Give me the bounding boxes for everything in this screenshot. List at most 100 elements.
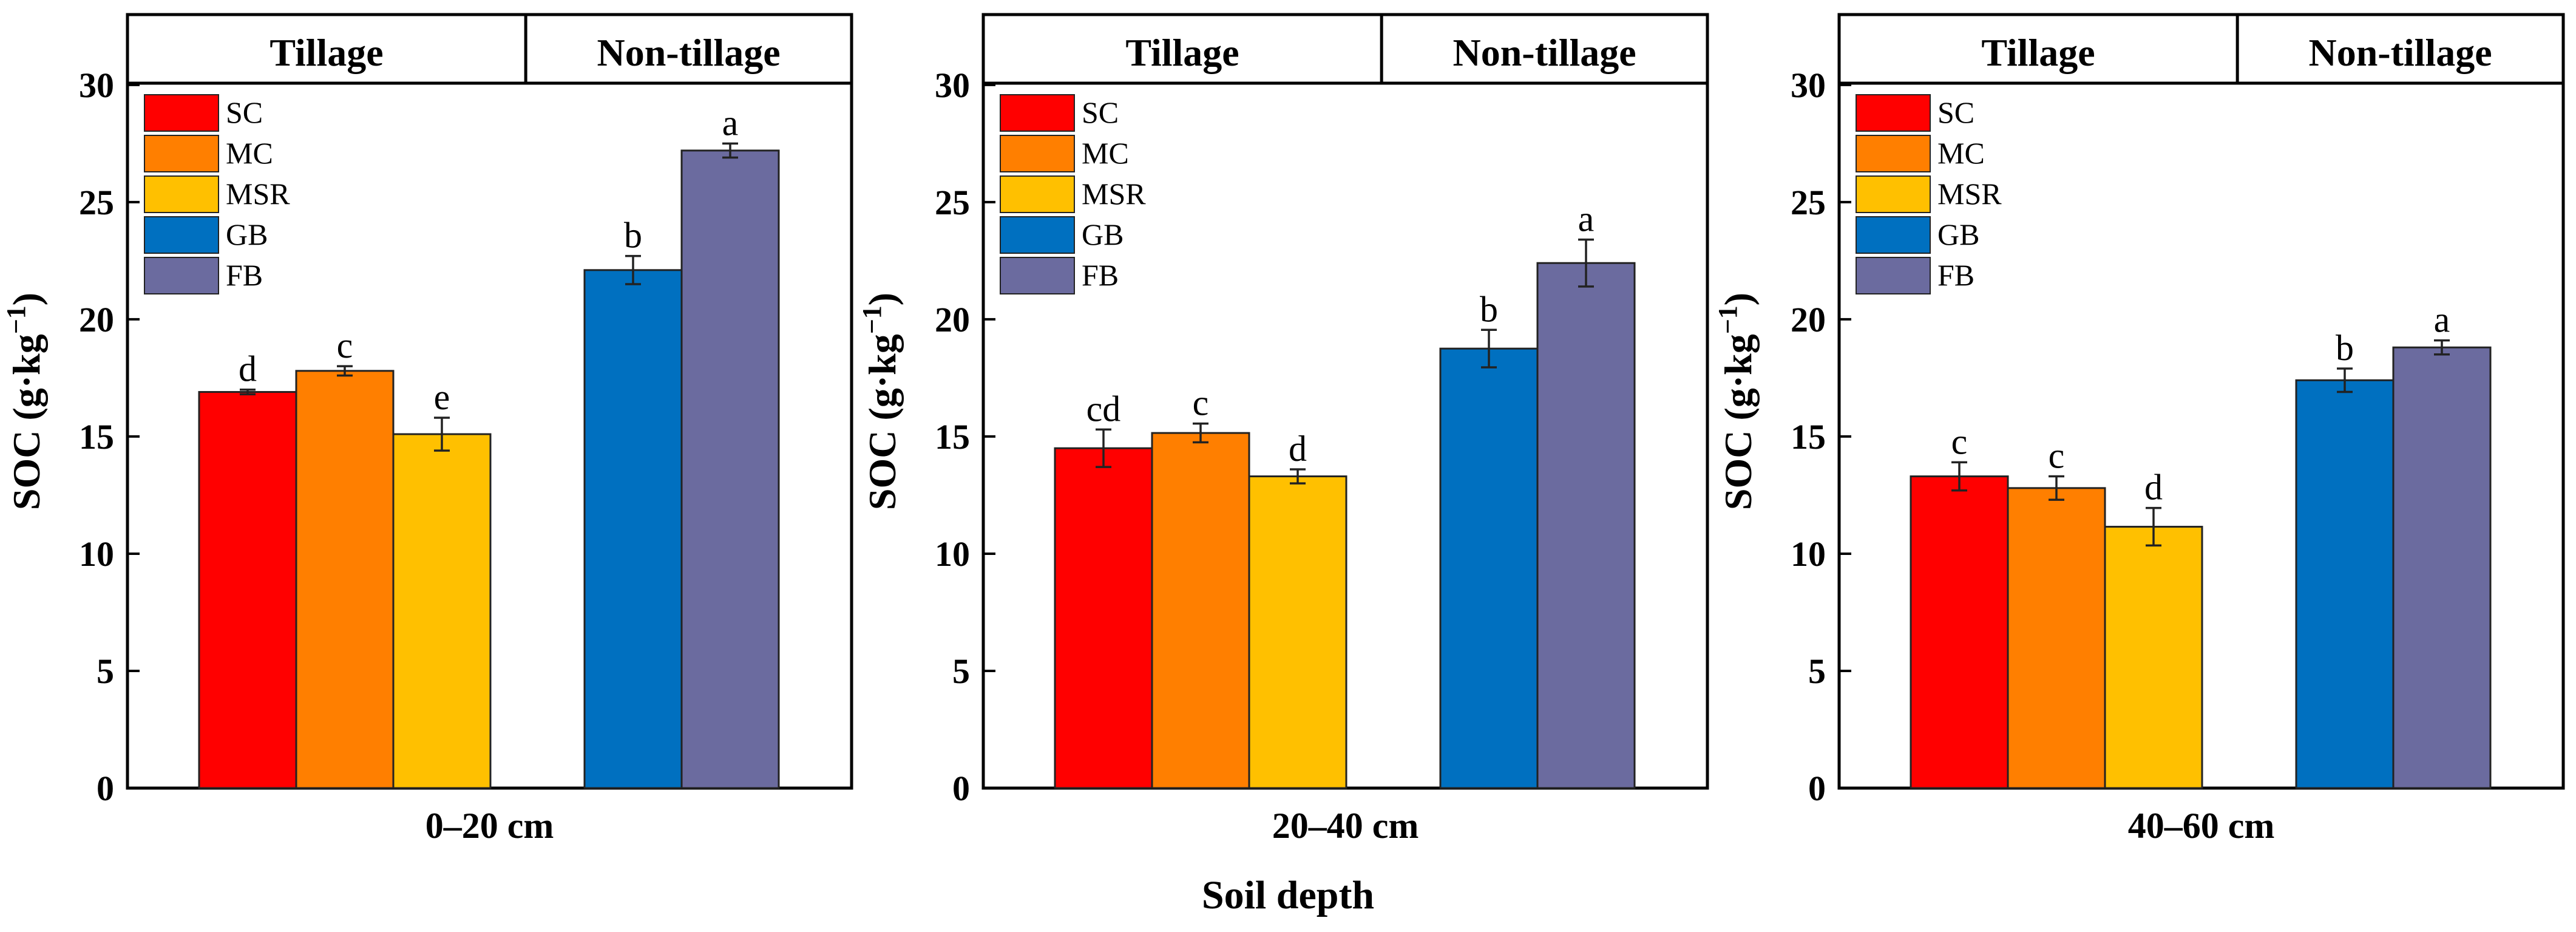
legend-label-msr: MSR [226,177,290,211]
group-label-non-tillage: Non-tillage [1452,31,1636,74]
significance-letter-sc: d [239,349,257,389]
legend-label-msr: MSR [1082,177,1146,211]
legend-label-sc: SC [1937,95,1974,129]
y-tick-label: 20 [79,300,114,339]
legend: SC MC MSR GB FB [1000,94,1146,294]
y-axis-title-main: SOC (g·kg [1717,334,1760,510]
legend: SC MC MSR GB FB [144,94,290,294]
significance-letter-gb: b [624,216,642,256]
bar-gb [583,269,683,789]
bar-gb [1439,347,1539,789]
legend-swatch-fb [1856,257,1931,294]
group-label-non-tillage: Non-tillage [597,31,780,74]
legend-label-msr: MSR [1937,177,2002,211]
y-tick-label: 10 [79,534,114,574]
y-axis-title-close: ) [1717,293,1760,305]
y-tick-label: 30 [79,66,114,105]
y-tick-label: 25 [79,183,114,222]
y-tick-label: 5 [952,651,970,691]
group-label-non-tillage: Non-tillage [2308,31,2492,74]
y-axis-title-superscript: −1 [1,305,31,334]
y-tick-label: 15 [1791,417,1826,457]
legend-label-sc: SC [1082,95,1119,129]
bar-msr [2104,526,2203,789]
y-axis-title-superscript: −1 [1713,305,1743,334]
significance-letter-gb: b [1480,289,1498,329]
legend-label-mc: MC [1937,136,1985,170]
legend-swatch-sc [1000,94,1075,132]
chart-panel-2: Tillage Non-tillage 0 5 10 15 20 25 30 SOC (g·kg−… [857,13,1709,846]
legend-label-mc: MC [1082,136,1129,170]
significance-letter-sc: c [1951,421,1968,461]
legend-swatch-mc [144,135,219,172]
bar-sc [198,391,297,789]
significance-letter-msr: e [434,377,450,417]
group-label-tillage: Tillage [1125,31,1239,74]
y-axis-title: SOC (g·kg−1) [1,293,48,510]
y-axis-title-close: ) [5,293,48,305]
legend-swatch-sc [144,94,219,132]
legend-swatch-fb [1000,257,1075,294]
bar-fb [2392,346,2492,789]
y-tick-label: 25 [1791,183,1826,222]
bar-mc [2007,487,2106,789]
y-axis-title: SOC (g·kg−1) [857,293,904,510]
chart-panel-1: Tillage Non-tillage 0 5 10 15 20 25 30 SOC (g·kg−… [1,13,853,846]
bar-mc [1151,432,1250,789]
x-axis-title: Soil depth [1202,873,1374,917]
y-tick-label: 5 [97,651,114,691]
significance-letter-fb: a [2434,300,2450,340]
bar-mc [295,370,395,789]
y-axis-title-close: ) [861,293,904,305]
y-tick-label: 20 [935,300,970,339]
chart-panel-3: Tillage Non-tillage 0 5 10 15 20 25 30 SOC (g·kg−… [1713,13,2565,846]
y-tick-label: 20 [1791,300,1826,339]
y-tick-label: 25 [935,183,970,222]
y-tick-label: 5 [1808,651,1826,691]
bar-sc [1910,475,2009,789]
y-tick-label: 0 [952,769,970,808]
significance-letter-mc: c [337,325,353,366]
significance-letter-msr: d [1289,429,1307,469]
legend-swatch-gb [1856,216,1931,254]
y-tick-label: 30 [1791,66,1826,105]
legend-swatch-sc [1856,94,1931,132]
legend-label-gb: GB [1937,217,1979,251]
y-axis-title-main: SOC (g·kg [5,334,48,510]
legend-swatch-mc [1856,135,1931,172]
bar-fb [680,149,780,789]
legend-label-fb: FB [226,258,263,292]
panel-depth-label: 20–40 cm [1272,806,1419,846]
significance-letter-fb: a [722,103,739,143]
y-axis-title-main: SOC (g·kg [861,334,904,510]
y-axis-title: SOC (g·kg−1) [1713,293,1760,510]
bar-sc [1054,447,1153,789]
group-label-tillage: Tillage [269,31,383,74]
legend-label-fb: FB [1937,258,1974,292]
y-tick-label: 0 [97,769,114,808]
bar-msr [392,433,492,789]
y-tick-label: 15 [935,417,970,457]
legend-swatch-gb [144,216,219,254]
legend-swatch-msr [1000,175,1075,213]
legend-swatch-msr [1856,175,1931,213]
y-tick-label: 30 [935,66,970,105]
legend: SC MC MSR GB FB [1856,94,2002,294]
significance-letter-gb: b [2336,328,2354,368]
y-tick-label: 10 [935,534,970,574]
legend-swatch-fb [144,257,219,294]
significance-letter-fb: a [1578,199,1595,239]
legend-label-gb: GB [226,217,268,251]
legend-label-fb: FB [1082,258,1119,292]
significance-letter-mc: c [1193,383,1209,423]
panel-depth-label: 0–20 cm [425,806,554,846]
group-label-tillage: Tillage [1981,31,2095,74]
y-tick-label: 10 [1791,534,1826,574]
legend-swatch-msr [144,175,219,213]
legend-label-mc: MC [226,136,273,170]
y-tick-label: 0 [1808,769,1826,808]
significance-letter-mc: c [2049,436,2065,476]
significance-letter-sc: cd [1086,389,1121,429]
